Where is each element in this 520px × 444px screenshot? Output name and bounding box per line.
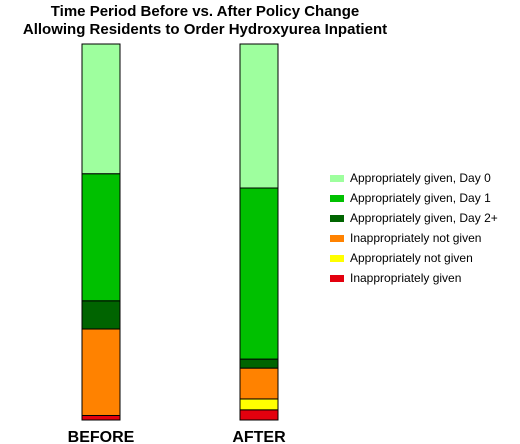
legend-label: Inappropriately not given bbox=[350, 231, 482, 245]
bar-segment-after-3 bbox=[239, 358, 279, 369]
legend-item-5: Inappropriately given bbox=[330, 268, 498, 288]
bar-segment-before-2 bbox=[81, 328, 121, 416]
legend-item-4: Appropriately not given bbox=[330, 248, 498, 268]
legend-label: Inappropriately given bbox=[350, 271, 462, 285]
legend-item-3: Inappropriately not given bbox=[330, 228, 498, 248]
category-label-before: BEFORE bbox=[68, 429, 135, 444]
bar-segment-before-5 bbox=[81, 43, 121, 175]
legend-swatch bbox=[330, 274, 344, 282]
legend-label: Appropriately given, Day 2+ bbox=[350, 211, 498, 225]
legend-swatch bbox=[330, 254, 344, 262]
chart-title-line-2: Allowing Residents to Order Hydroxyurea … bbox=[22, 21, 388, 38]
chart-title: Time Period Before vs. After Policy Chan… bbox=[0, 3, 410, 39]
bar-segment-before-4 bbox=[81, 173, 121, 302]
legend-swatch bbox=[330, 234, 344, 242]
legend-label: Appropriately given, Day 0 bbox=[350, 171, 491, 185]
bar-segment-after-5 bbox=[239, 43, 279, 189]
legend-label: Appropriately given, Day 1 bbox=[350, 191, 491, 205]
chart-title-line-1: Time Period Before vs. After Policy Chan… bbox=[50, 3, 360, 20]
chart-legend: Appropriately given, Day 0 Appropriately … bbox=[330, 168, 498, 288]
legend-item-2: Appropriately given, Day 2+ bbox=[330, 208, 498, 228]
legend-item-0: Appropriately given, Day 0 bbox=[330, 168, 498, 188]
bar-after bbox=[239, 43, 279, 421]
legend-swatch bbox=[330, 194, 344, 202]
legend-swatch bbox=[330, 174, 344, 182]
bar-before bbox=[81, 43, 121, 421]
bar-segment-after-2 bbox=[239, 367, 279, 400]
category-label-after: AFTER bbox=[232, 429, 286, 444]
legend-label: Appropriately not given bbox=[350, 251, 473, 265]
legend-item-1: Appropriately given, Day 1 bbox=[330, 188, 498, 208]
bar-segment-after-1 bbox=[239, 398, 279, 411]
legend-swatch bbox=[330, 214, 344, 222]
bar-segment-before-3 bbox=[81, 300, 121, 330]
bar-segment-before-0 bbox=[81, 414, 121, 421]
bar-segment-after-4 bbox=[239, 187, 279, 360]
bar-segment-after-0 bbox=[239, 409, 279, 421]
